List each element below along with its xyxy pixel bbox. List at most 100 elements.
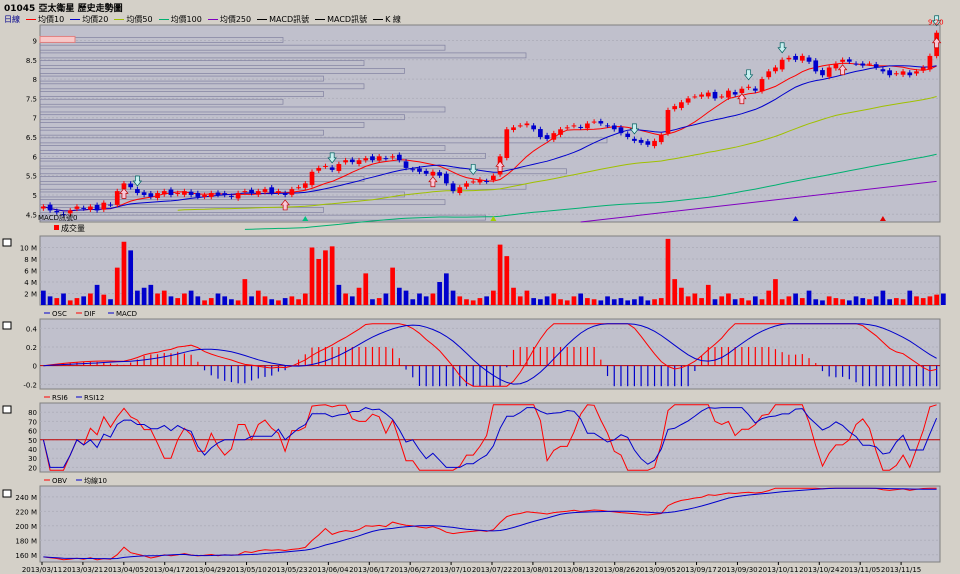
obv-tick-label: 220 M <box>15 508 37 516</box>
volume-bar <box>779 299 785 305</box>
candle-body <box>323 165 328 167</box>
volume-bar <box>262 296 268 305</box>
legend-item[interactable]: MACD訊號 <box>257 14 309 25</box>
candle-body <box>343 160 348 163</box>
legend-item[interactable]: 均價10 <box>26 14 64 25</box>
candle-body <box>202 194 207 197</box>
obv-legend-label: 均線10 <box>84 476 107 485</box>
rsi-tick-label: 40 <box>28 446 37 454</box>
candle-body <box>645 141 651 145</box>
volume-bar <box>611 299 617 305</box>
last-price-label: 9.20 <box>928 19 944 27</box>
volume-collapse-icon <box>2 238 12 247</box>
panel-macd <box>39 318 941 390</box>
volume-profile-bar <box>39 137 608 144</box>
rsi-tick-label: 50 <box>28 437 37 445</box>
volume-bar <box>81 296 87 305</box>
candle-body <box>161 191 167 195</box>
candle-body <box>538 129 543 138</box>
volume-profile-bar <box>39 75 324 82</box>
x-tick-label: 2013/06/27 <box>390 566 430 574</box>
ma100-line <box>244 153 937 230</box>
macd-line <box>43 323 937 385</box>
legend-label: 均價20 <box>82 15 109 24</box>
candle-body <box>356 160 362 165</box>
volume-bar <box>618 298 624 305</box>
volume-profile-bar <box>39 152 486 159</box>
volume-bar <box>289 296 295 305</box>
candle-body <box>914 71 919 74</box>
x-tick-label: 2013/08/01 <box>513 566 553 574</box>
obv-collapse-icon <box>2 489 12 498</box>
x-tick-label: 2013/03/11 <box>22 566 62 574</box>
volume-bar <box>893 298 899 305</box>
rsi-tick-label: 20 <box>28 464 37 472</box>
volume-bar <box>941 293 946 305</box>
candle-body <box>571 125 577 127</box>
legend-swatch <box>257 19 268 20</box>
legend-swatch <box>114 19 125 20</box>
candle-body <box>893 73 899 75</box>
macd-tick-label: 0.2 <box>26 344 37 352</box>
legend-item[interactable]: 均價250 <box>207 14 251 25</box>
legend-item[interactable]: MACD訊號 <box>315 14 367 25</box>
volume-bar <box>846 300 852 305</box>
volume-bar <box>329 246 335 305</box>
candle-body <box>74 206 80 209</box>
panel-rsi <box>39 402 941 473</box>
x-tick-label: 2013/08/13 <box>554 566 594 574</box>
legend-item[interactable]: K 線 <box>373 14 401 25</box>
volume-bar <box>692 293 698 305</box>
volume-bar <box>907 290 913 305</box>
legend-item[interactable]: 均價20 <box>70 14 108 25</box>
candle-body <box>450 183 456 192</box>
candle-body <box>255 191 261 195</box>
candle-body <box>370 156 375 161</box>
candle-body <box>578 126 584 128</box>
volume-tick-label: 2 M <box>24 291 37 299</box>
volume-bar <box>316 259 322 305</box>
candle-body <box>672 106 678 110</box>
candle-body <box>511 127 516 131</box>
period-tab[interactable]: 日線 <box>4 15 20 24</box>
volume-bar <box>383 293 389 305</box>
macd-tick-label: 0.4 <box>26 325 38 333</box>
volume-bar <box>235 300 241 305</box>
volume-bar <box>820 300 825 305</box>
candle-body <box>705 92 711 97</box>
volume-bar <box>175 298 181 305</box>
candle-body <box>101 202 107 210</box>
volume-bar <box>202 300 207 305</box>
candle-body <box>289 189 295 195</box>
macd-signal-marker <box>302 216 309 221</box>
legend-item[interactable]: 均價100 <box>158 14 202 25</box>
volume-bar <box>417 293 422 305</box>
x-tick-label: 2013/10/11 <box>758 566 798 574</box>
volume-bar <box>443 273 449 305</box>
candle-body <box>88 206 93 210</box>
macd-legend-label: OSC <box>52 310 67 318</box>
volume-tick-label: 4 M <box>24 279 37 287</box>
volume-bar <box>141 287 147 305</box>
x-tick-label: 2013/07/10 <box>431 566 471 574</box>
candle-body <box>128 183 134 188</box>
candle-body <box>309 171 315 186</box>
volume-bar <box>282 298 288 305</box>
candle-body <box>135 189 140 194</box>
candle-body <box>222 193 228 195</box>
legend-swatch <box>315 19 326 20</box>
volume-bar <box>658 298 664 305</box>
candle-body <box>605 125 610 127</box>
volume-bar <box>403 290 409 305</box>
legend-label: 均價100 <box>170 15 202 24</box>
legend-item[interactable]: 均價50 <box>114 14 153 25</box>
candle-body <box>114 191 120 205</box>
volume-bar <box>430 293 436 305</box>
candle-body <box>477 179 483 183</box>
x-tick-label: 2013/05/23 <box>267 566 307 574</box>
candle-body <box>773 67 778 72</box>
x-tick-label: 2013/10/24 <box>799 566 840 574</box>
rsi-legend-label: RSI6 <box>52 394 68 402</box>
price-tick-label: 5 <box>33 192 37 200</box>
